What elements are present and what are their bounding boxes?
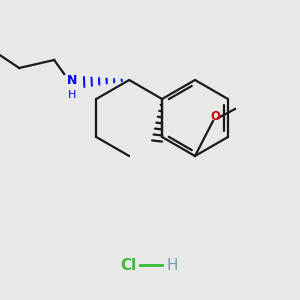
Text: N: N <box>67 74 77 86</box>
Text: O: O <box>210 110 220 122</box>
Text: H: H <box>68 90 76 100</box>
Text: Cl: Cl <box>120 257 136 272</box>
Text: H: H <box>166 257 178 272</box>
